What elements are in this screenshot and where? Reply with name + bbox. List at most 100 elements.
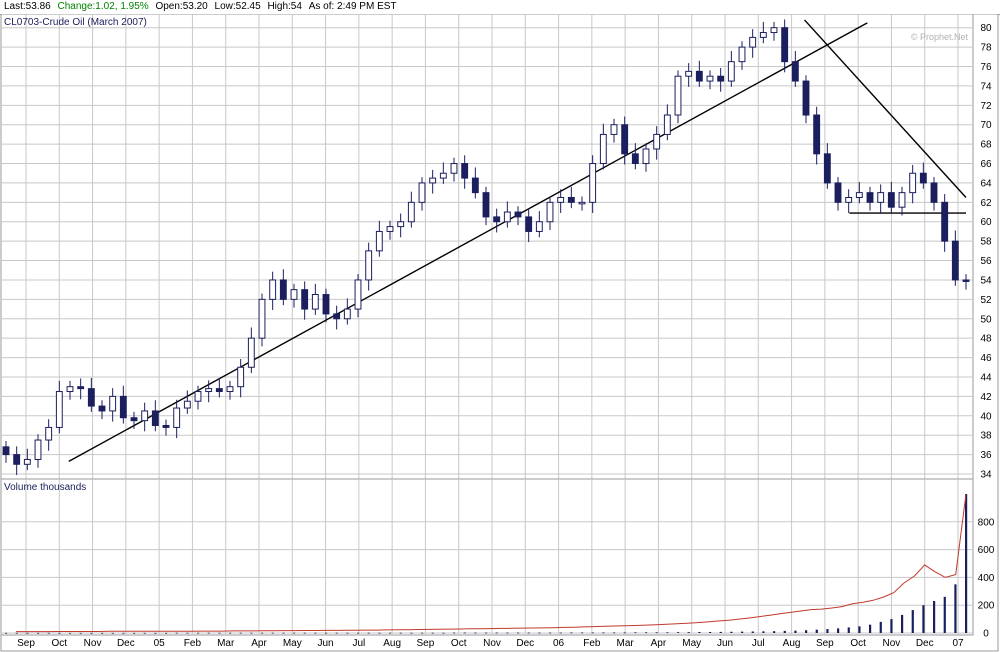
candlestick [418, 177, 426, 211]
volume-bar [218, 632, 221, 634]
candle-body-up [759, 32, 767, 38]
volume-bar [69, 632, 72, 634]
volume-bar [506, 632, 509, 634]
candlestick [813, 106, 821, 165]
candlestick [130, 411, 138, 429]
watermark: © Prophet.Net [911, 32, 969, 42]
candle-body-up [269, 279, 277, 300]
candle-body-up [386, 226, 394, 232]
price-tick-label: 38 [980, 431, 992, 442]
trendline [803, 19, 967, 198]
candle-body-down [887, 192, 895, 208]
candlestick [226, 380, 234, 400]
candlestick [215, 377, 223, 398]
candlestick [845, 189, 853, 214]
volume-bar [47, 632, 50, 634]
candle-body-up [642, 148, 650, 165]
candlestick [439, 162, 447, 184]
candle-body-up [578, 201, 586, 205]
volume-tick-label: 200 [978, 601, 995, 612]
candle-body-down [87, 388, 95, 407]
candlestick [461, 155, 469, 189]
volume-bar [645, 632, 648, 634]
candlestick [717, 67, 725, 92]
candle-body-down [279, 279, 287, 300]
volume-bar [741, 631, 744, 633]
volume-bar [954, 584, 957, 633]
candlestick [322, 288, 330, 323]
candlestick [279, 269, 287, 306]
candlestick [919, 162, 927, 189]
candle-body-down [119, 395, 127, 419]
volume-bar [357, 632, 360, 634]
volume-bar [453, 632, 456, 634]
candlestick [151, 400, 159, 432]
volume-bar [37, 632, 40, 634]
volume-bar [730, 631, 733, 633]
volume-bar [613, 632, 616, 634]
as-of-time: As of: 2:49 PM EST [308, 1, 397, 12]
volume-bar [773, 631, 776, 633]
candlestick [514, 206, 522, 226]
volume-bar [517, 632, 520, 634]
price-tick-label: 44 [980, 372, 992, 383]
volume-plot-frame [0, 478, 974, 636]
candle-body-up [535, 221, 543, 232]
candle-body-up [653, 133, 661, 150]
x-tick-label: Mar [217, 638, 235, 649]
volume-bar [346, 632, 349, 634]
candle-body-up [663, 114, 671, 135]
candle-body-up [45, 426, 53, 441]
x-tick-label: Dec [916, 638, 934, 649]
candle-body-up [418, 182, 426, 203]
candlestick [727, 50, 735, 87]
volume-bar [229, 632, 232, 634]
volume-bar [389, 632, 392, 634]
candlestick [386, 220, 394, 240]
candle-body-up [375, 230, 383, 252]
volume-bar [122, 632, 125, 634]
price-tick-label: 68 [980, 140, 992, 151]
candle-body-up [738, 46, 746, 63]
volume-bar [378, 632, 381, 634]
volume-bar [282, 632, 285, 634]
candle-body-down [717, 75, 725, 82]
candlestick [631, 143, 639, 170]
candlestick [493, 208, 501, 233]
volume-bar [666, 632, 669, 634]
candlestick [962, 274, 970, 290]
x-tick-label: Jul [752, 638, 765, 649]
candle-body-down [930, 182, 938, 203]
x-tick-label: 07 [952, 638, 964, 649]
candlestick [87, 377, 95, 412]
candlestick [311, 283, 319, 315]
candle-body-up [141, 410, 149, 422]
volume-bar [26, 632, 29, 634]
candlestick [397, 213, 405, 238]
price-chart-title: CL0703-Crude Oil (March 2007) [4, 17, 147, 28]
candle-body-up [845, 196, 853, 203]
candle-body-down [781, 27, 789, 63]
candlestick [802, 75, 810, 124]
candle-body-down [322, 294, 330, 315]
x-tick-label: 06 [553, 638, 565, 649]
volume-bar [15, 632, 18, 634]
candlestick [98, 400, 106, 420]
candlestick [205, 380, 213, 403]
candlestick [781, 19, 789, 73]
candlestick [119, 385, 127, 424]
price-tick-label: 58 [980, 237, 992, 248]
candle-body-up [439, 172, 447, 179]
candle-body-up [503, 211, 511, 223]
price-tick-label: 46 [980, 353, 992, 364]
candle-body-down [493, 216, 501, 223]
x-tick-label: Mar [617, 638, 635, 649]
candlestick [663, 104, 671, 141]
chart-frame [0, 14, 999, 652]
volume-bar [58, 632, 61, 634]
candle-body-up [343, 308, 351, 320]
volume-bar [911, 610, 914, 633]
volume-bar [570, 632, 573, 634]
candlestick [365, 242, 373, 291]
volume-bar [879, 621, 882, 633]
